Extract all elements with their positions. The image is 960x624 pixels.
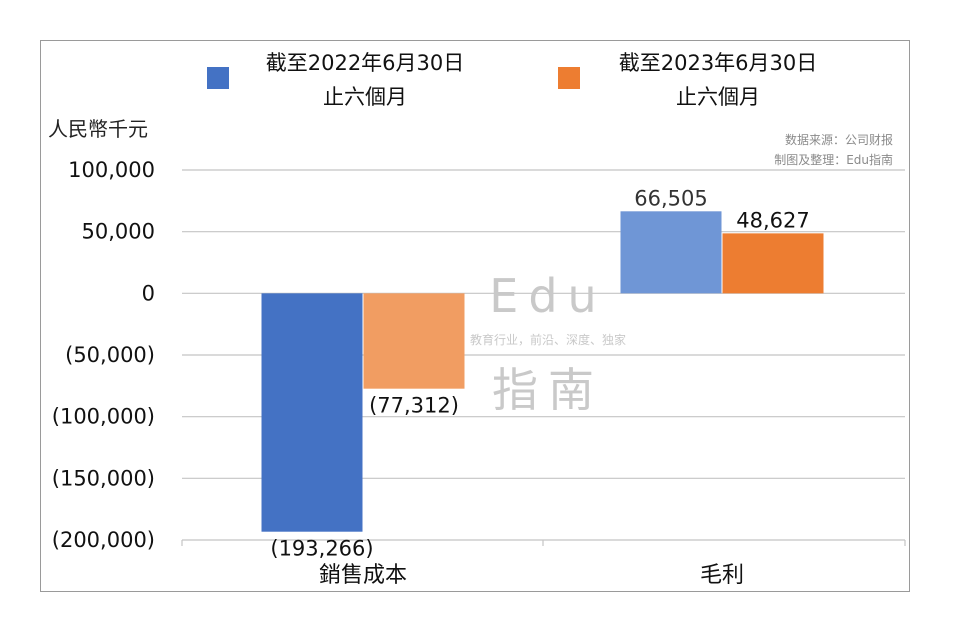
legend-label: 截至2022年6月30日 [266, 51, 465, 75]
watermark-zhinan: 指南 [492, 363, 604, 417]
bar [261, 293, 363, 532]
watermark: Edu 教育行业，前沿、深度、独家 指南 [470, 269, 626, 417]
watermark-edu: Edu [489, 269, 606, 323]
y-tick-label: (200,000) [52, 528, 155, 552]
bar-value-label: (77,312) [369, 394, 459, 418]
y-axis-unit-label: 人民幣千元 [48, 117, 148, 141]
y-tick-label: 100,000 [68, 158, 155, 182]
legend-swatch [207, 67, 229, 89]
y-tick-label: (50,000) [65, 343, 155, 367]
bar-value-label: (193,266) [270, 537, 373, 561]
bar-value-label: 48,627 [736, 208, 809, 232]
y-tick-label: 50,000 [82, 220, 155, 244]
bar [722, 233, 824, 294]
source-note-2: 制图及整理：Edu指南 [774, 152, 893, 167]
watermark-tagline: 教育行业，前沿、深度、独家 [470, 332, 626, 347]
legend-label: 截至2023年6月30日 [619, 51, 818, 75]
bar [620, 211, 722, 294]
legend-swatch [558, 67, 580, 89]
y-tick-label: (150,000) [52, 466, 155, 490]
bar-value-label: 66,505 [634, 186, 707, 210]
category-label: 銷售成本 [319, 563, 407, 588]
legend-label: 止六個月 [323, 85, 407, 109]
bar [363, 293, 465, 389]
source-note-1: 数据来源：公司财报 [785, 132, 893, 147]
chart-frame [40, 40, 910, 592]
y-tick-label: 0 [142, 281, 155, 305]
category-label: 毛利 [700, 563, 744, 588]
legend-label: 止六個月 [676, 85, 760, 109]
y-tick-label: (100,000) [52, 405, 155, 429]
